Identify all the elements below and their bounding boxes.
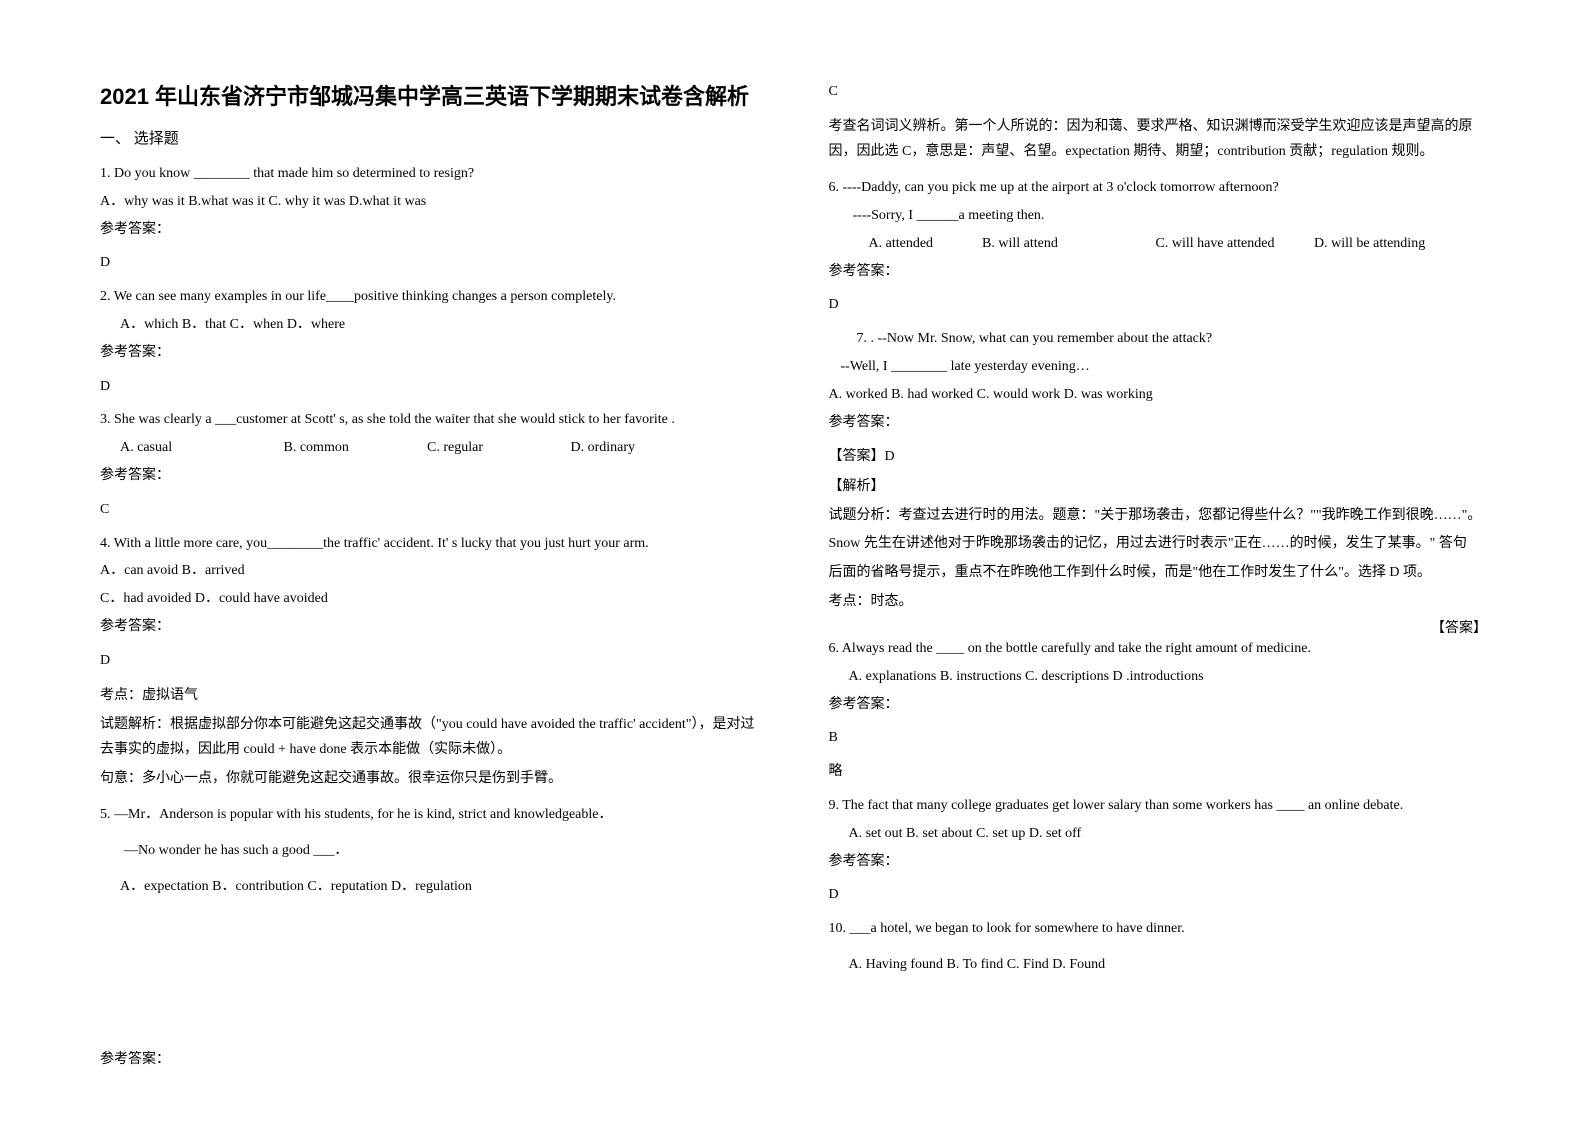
q3-text: 3. She was clearly a ___customer at Scot… bbox=[100, 408, 759, 432]
q6-opt-b: B. will attend bbox=[982, 232, 1152, 256]
q4-explain-2: 试题解析：根据虚拟部分你本可能避免这起交通事故（"you could have … bbox=[100, 712, 759, 762]
q9-text: 9. The fact that many college graduates … bbox=[829, 794, 1488, 818]
q7-explain-tag: 【解析】 bbox=[829, 474, 1488, 499]
q7-answer-label: 参考答案： bbox=[829, 411, 1488, 435]
q6-opt-a: A. attended bbox=[869, 232, 979, 256]
q2-text: 2. We can see many examples in our life_… bbox=[100, 285, 759, 309]
q8-answer: B bbox=[829, 726, 1488, 750]
q3-opt-a: A. casual bbox=[120, 436, 280, 460]
q6-opt-c: C. will have attended bbox=[1156, 232, 1311, 256]
q6-line2: ----Sorry, I ______a meeting then. bbox=[829, 204, 1488, 228]
q3-opt-c: C. regular bbox=[427, 436, 567, 460]
q6-answer-label: 参考答案： bbox=[829, 260, 1488, 284]
q5-answer: C bbox=[829, 80, 1488, 104]
right-column: C 考查名词词义辨析。第一个人所说的：因为和蔼、要求严格、知识渊博而深受学生欢迎… bbox=[829, 80, 1488, 1082]
q3-options: A. casual B. common C. regular D. ordina… bbox=[100, 436, 759, 460]
q7-text: 7. . --Now Mr. Snow, what can you rememb… bbox=[829, 327, 1488, 351]
left-column: 2021 年山东省济宁市邹城冯集中学高三英语下学期期末试卷含解析 一、 选择题 … bbox=[100, 80, 759, 1082]
q2-answer-label: 参考答案： bbox=[100, 341, 759, 365]
q1-text: 1. Do you know ________ that made him so… bbox=[100, 162, 759, 186]
q4-explain-3: 句意：多小心一点，你就可能避免这起交通事故。很幸运你只是伤到手臂。 bbox=[100, 766, 759, 791]
q3-answer: C bbox=[100, 498, 759, 522]
q9-answer: D bbox=[829, 883, 1488, 907]
q2-answer: D bbox=[100, 375, 759, 399]
q3-answer-label: 参考答案： bbox=[100, 464, 759, 488]
q4-answer-label: 参考答案： bbox=[100, 615, 759, 639]
q5-explain: 考查名词词义辨析。第一个人所说的：因为和蔼、要求严格、知识渊博而深受学生欢迎应该… bbox=[829, 114, 1488, 164]
q7-hand-1: 试题分析：考查过去进行时的用法。题意："关于那场袭击，您都记得些什么？""我昨晚… bbox=[829, 503, 1488, 530]
q1-answer: D bbox=[100, 251, 759, 275]
q5-text: 5. —Mr．Anderson is popular with his stud… bbox=[100, 803, 759, 827]
q3-opt-b: B. common bbox=[284, 436, 424, 460]
q5-options: A．expectation B．contribution C．reputatio… bbox=[100, 875, 759, 899]
q4-explain-1: 考点：虚拟语气 bbox=[100, 683, 759, 708]
section-heading: 一、 选择题 bbox=[100, 127, 759, 148]
q10-options: A. Having found B. To find C. Find D. Fo… bbox=[829, 953, 1488, 977]
q6-text: 6. ----Daddy, can you pick me up at the … bbox=[829, 176, 1488, 200]
q5-answer-label: 参考答案： bbox=[100, 1048, 759, 1072]
q7-right-tag: 【答案】 bbox=[829, 617, 1488, 637]
q8-skip: 略 bbox=[829, 760, 1488, 784]
q7-hand-4: 考点：时态。 bbox=[829, 589, 1488, 616]
q6-options: A. attended B. will attend C. will have … bbox=[829, 232, 1488, 256]
q8-text: 6. Always read the ____ on the bottle ca… bbox=[829, 637, 1488, 661]
q4-text: 4. With a little more care, you________t… bbox=[100, 532, 759, 556]
q7-answer-tag: 【答案】D bbox=[829, 444, 1488, 469]
q2-options: A．which B．that C．when D．where bbox=[100, 313, 759, 337]
q7-line2: --Well, I ________ late yesterday evenin… bbox=[829, 355, 1488, 379]
q5-line2: —No wonder he has such a good ___． bbox=[100, 839, 759, 863]
q7-options: A. worked B. had worked C. would work D.… bbox=[829, 383, 1488, 407]
q6-answer: D bbox=[829, 293, 1488, 317]
q10-text: 10. ___a hotel, we began to look for som… bbox=[829, 917, 1488, 941]
q1-answer-label: 参考答案： bbox=[100, 218, 759, 242]
q8-options: A. explanations B. instructions C. descr… bbox=[829, 665, 1488, 689]
q4-options1: A．can avoid B．arrived bbox=[100, 559, 759, 583]
exam-title: 2021 年山东省济宁市邹城冯集中学高三英语下学期期末试卷含解析 bbox=[100, 80, 759, 113]
q4-options2: C．had avoided D．could have avoided bbox=[100, 587, 759, 611]
q9-options: A. set out B. set about C. set up D. set… bbox=[829, 822, 1488, 846]
q4-answer: D bbox=[100, 649, 759, 673]
q6-opt-d: D. will be attending bbox=[1314, 232, 1425, 256]
q7-hand-2: Snow 先生在讲述他对于昨晚那场袭击的记忆，用过去进行时表示"正在……的时候，… bbox=[829, 531, 1488, 558]
q7-hand-3: 后面的省略号提示，重点不在昨晚他工作到什么时候，而是"他在工作时发生了什么"。选… bbox=[829, 560, 1488, 587]
q1-options: A．why was it B.what was it C. why it was… bbox=[100, 190, 759, 214]
q9-answer-label: 参考答案： bbox=[829, 850, 1488, 874]
q8-answer-label: 参考答案： bbox=[829, 693, 1488, 717]
q3-opt-d: D. ordinary bbox=[571, 436, 636, 460]
